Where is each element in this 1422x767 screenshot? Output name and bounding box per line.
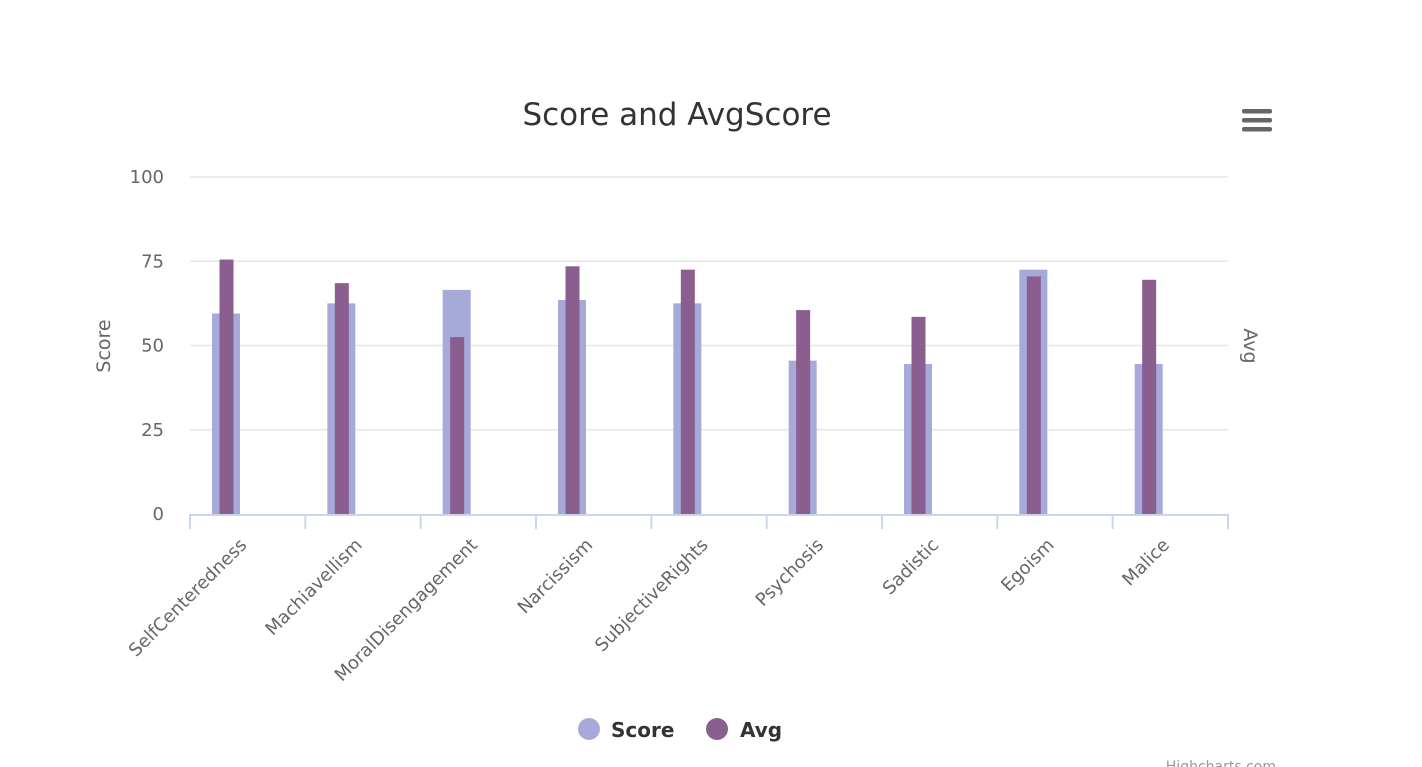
bar-avg[interactable] [1026, 276, 1041, 514]
bar-avg[interactable] [796, 310, 811, 514]
legend-item[interactable]: Avg [706, 718, 782, 742]
legend-item[interactable]: Score [578, 718, 674, 742]
hamburger-menu-icon[interactable] [1242, 109, 1272, 132]
x-axis [189, 514, 1229, 529]
y-tick-label: 0 [153, 504, 164, 525]
bar-avg[interactable] [680, 269, 695, 514]
bar-avg[interactable] [1142, 279, 1157, 514]
legend-symbol[interactable] [706, 718, 728, 740]
chart-title: Score and AvgScore [522, 97, 831, 133]
secondary-y-axis-title: Avg [1239, 328, 1261, 363]
bar-avg[interactable] [565, 266, 580, 514]
y-tick-label: 75 [141, 251, 164, 272]
credits-link[interactable]: Highcharts.com [1166, 759, 1276, 767]
y-tick-label: 25 [141, 420, 164, 441]
y-axis-ticks: 0 25 50 75 100 [130, 167, 164, 525]
legend-label[interactable]: Score [611, 718, 674, 742]
bar-avg[interactable] [450, 337, 465, 514]
context-menu-button[interactable] [1235, 102, 1279, 140]
y-tick-label: 100 [130, 167, 164, 188]
bar-avg[interactable] [219, 259, 234, 514]
legend-symbol[interactable] [578, 718, 600, 740]
legend: Score Avg [578, 718, 782, 742]
y-axis-title: Score [93, 319, 115, 372]
grid-lines [190, 176, 1228, 431]
legend-label[interactable]: Avg [740, 718, 782, 742]
bar-avg[interactable] [334, 283, 349, 514]
plot-area [212, 259, 1163, 514]
y-tick-label: 50 [141, 336, 164, 357]
bar-avg[interactable] [911, 316, 926, 514]
